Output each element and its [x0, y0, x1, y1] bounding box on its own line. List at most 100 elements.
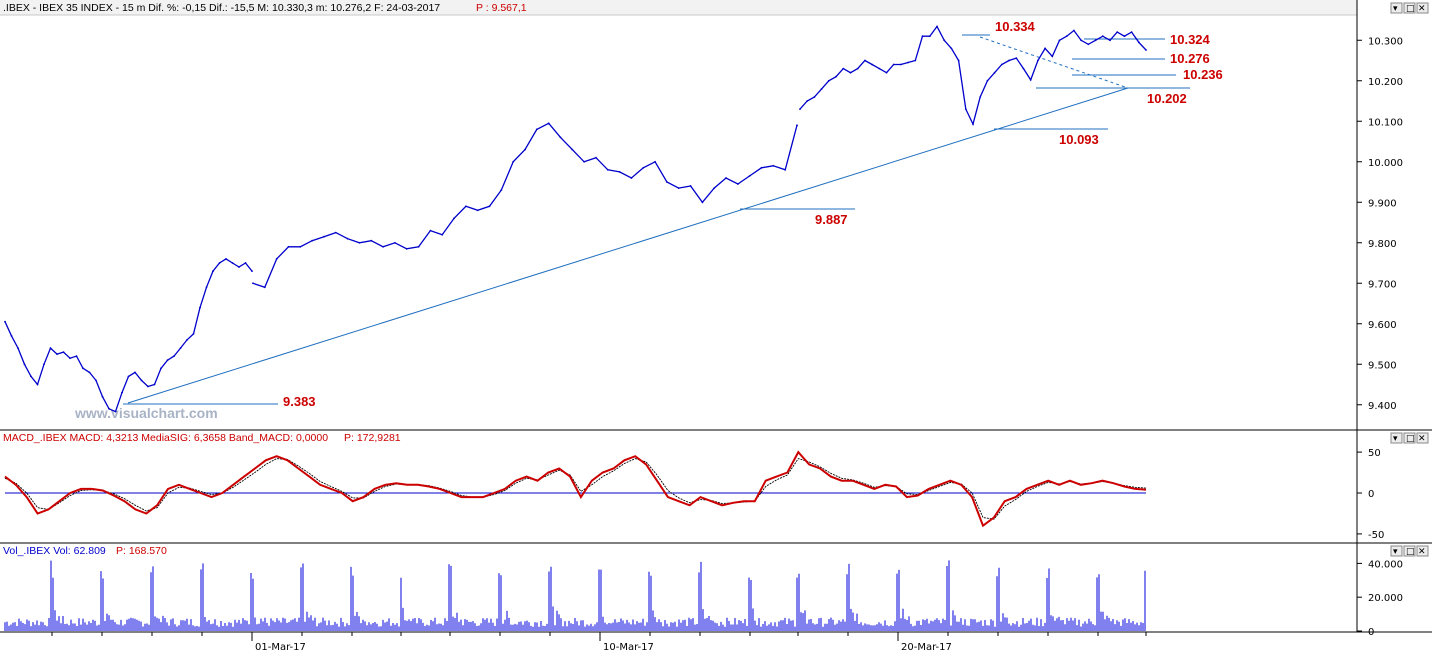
resistance-dotted-line	[979, 36, 1129, 89]
price-point	[173, 355, 175, 357]
price-point	[921, 35, 924, 38]
price-point	[547, 122, 550, 125]
price-point	[900, 63, 902, 66]
price-point	[370, 239, 373, 242]
volume-close-button[interactable]: ✕	[1416, 545, 1429, 557]
price-point	[4, 320, 6, 323]
price-y-tick-label: 9.600	[1368, 320, 1397, 331]
macd-y-tick-label: -50	[1368, 530, 1384, 541]
price-point	[160, 367, 162, 370]
price-point	[871, 63, 873, 66]
price-point	[1065, 35, 1068, 38]
price-point	[121, 391, 123, 394]
price-point	[907, 61, 909, 64]
price-point	[382, 245, 384, 248]
price-point	[1058, 39, 1061, 42]
price-point	[1116, 31, 1119, 33]
volume-minimize-button[interactable]: ▾	[1390, 545, 1403, 557]
price-point	[429, 229, 432, 232]
price-point	[114, 410, 117, 413]
price-point	[760, 166, 763, 169]
level-label-10093: 10.093	[1059, 132, 1099, 147]
price-point	[334, 231, 337, 234]
price-point	[88, 371, 91, 374]
macd-y-tick-label: 50	[1368, 448, 1381, 459]
price-point	[205, 286, 208, 289]
price-close-button[interactable]: ✕	[1416, 2, 1429, 14]
macd-maximize-button[interactable]: □	[1403, 432, 1416, 444]
price-point	[950, 47, 953, 50]
price-point	[559, 136, 562, 139]
price-point	[453, 217, 455, 220]
price-header-bar	[0, 0, 1357, 15]
price-minimize-button[interactable]: ▾	[1390, 2, 1403, 14]
price-point	[49, 347, 52, 349]
price-point	[192, 333, 195, 335]
price-y-tick-label: 9.400	[1368, 401, 1397, 412]
price-point	[69, 357, 71, 360]
price-point	[512, 160, 515, 163]
price-point	[108, 407, 110, 410]
price-point	[701, 201, 704, 204]
watermark: www.visualchart.com	[74, 405, 218, 421]
price-point	[1145, 49, 1147, 51]
price-point	[784, 168, 787, 171]
price-window-buttons: ▾ □ ✕	[1390, 2, 1429, 14]
price-point	[299, 245, 302, 248]
price-point	[806, 100, 809, 102]
price-point	[618, 171, 621, 173]
svg-text:✕: ✕	[1418, 434, 1426, 444]
price-point	[642, 166, 645, 169]
volume-window-buttons: ▾ □ ✕	[1390, 545, 1429, 557]
price-point	[1094, 39, 1097, 42]
macd-y-tick-label: 0	[1368, 489, 1374, 500]
svg-text:□: □	[1406, 434, 1415, 444]
price-point	[95, 379, 97, 382]
time-axis-label: 10-Mar-17	[603, 642, 654, 652]
price-point	[936, 25, 938, 28]
level-label-10236: 10.236	[1183, 67, 1223, 82]
price-point	[827, 79, 830, 82]
price-point	[441, 233, 444, 236]
price-point	[1044, 47, 1046, 50]
price-point	[75, 355, 78, 357]
macd-panel: MACD_.IBEX MACD: 4,3213 MediaSIG: 6,3658…	[0, 430, 1432, 544]
price-point	[835, 75, 837, 78]
price-point	[476, 209, 479, 212]
price-point	[1109, 39, 1111, 42]
price-point	[630, 177, 633, 179]
price-point	[979, 96, 982, 98]
macd-close-button[interactable]: ✕	[1416, 432, 1429, 444]
price-point	[1037, 59, 1039, 62]
volume-maximize-button[interactable]: □	[1403, 545, 1416, 557]
macd-minimize-button[interactable]: ▾	[1390, 432, 1403, 444]
price-point	[914, 59, 917, 62]
price-y-tick-label: 10.100	[1368, 117, 1403, 128]
price-point	[252, 282, 254, 285]
price-point	[43, 363, 45, 366]
volume-y-axis: 40.000 20.000 0	[1357, 559, 1403, 638]
price-point	[1022, 67, 1025, 70]
price-point	[36, 383, 39, 386]
price-point	[212, 270, 214, 272]
support-trendline	[127, 87, 1129, 404]
price-point	[218, 262, 221, 264]
price-point	[986, 79, 989, 82]
volume-header-text: Vol_.IBEX Vol: 62.809	[3, 545, 106, 557]
volume-header-p: P: 168.570	[116, 545, 167, 557]
macd-line	[4, 450, 1147, 528]
level-label-10202: 10.202	[1147, 91, 1187, 106]
price-point	[231, 262, 234, 264]
price-point	[323, 235, 325, 238]
price-point	[140, 379, 143, 382]
price-point	[666, 181, 668, 183]
price-point	[1008, 59, 1010, 62]
price-point	[524, 148, 526, 151]
price-point	[748, 175, 751, 177]
level-label-9887: 9.887	[815, 212, 848, 227]
price-point	[488, 205, 491, 208]
price-maximize-button[interactable]: □	[1403, 2, 1416, 14]
price-point	[1073, 29, 1075, 32]
price-point	[1051, 55, 1054, 58]
